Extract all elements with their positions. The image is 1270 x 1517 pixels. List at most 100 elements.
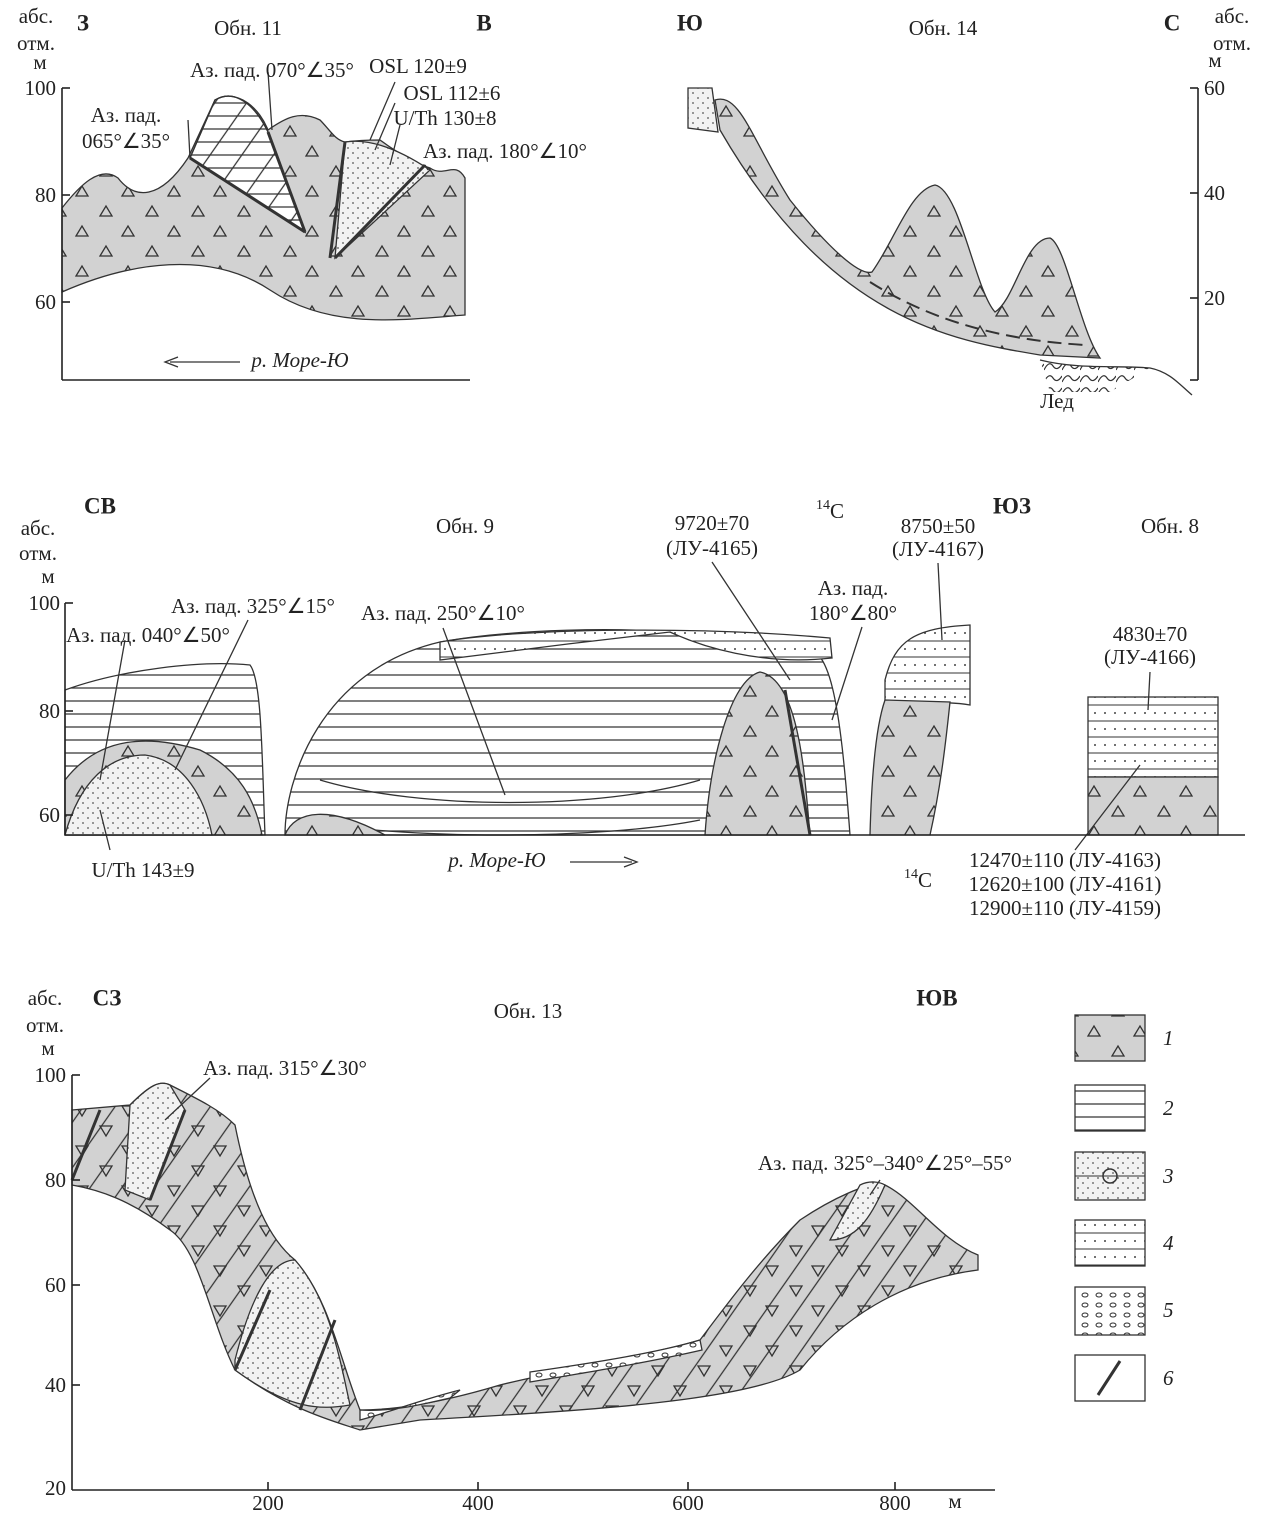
breccia-block: [1088, 777, 1218, 835]
axis-label: м: [41, 564, 54, 588]
isotope-mass: 14: [816, 498, 830, 513]
breccia-body: [715, 99, 1100, 358]
y-tick-label: 60: [39, 803, 60, 827]
annotation: Аз. пад. 325°–340°∠25°–55°: [758, 1151, 1012, 1175]
legend-label: 3: [1162, 1164, 1174, 1188]
river-label: р. Море-Ю: [446, 848, 546, 872]
axis-label: абс.: [1215, 4, 1250, 28]
figure: абс. отм. м 100 80 60 З Обн. 11 В Аз. па…: [0, 0, 1270, 1517]
annotation: Аз. пад. 325°∠15°: [171, 594, 335, 618]
y-tick-label: 80: [35, 183, 56, 207]
x-tick-label: 800: [879, 1491, 911, 1515]
ice: [1040, 360, 1150, 392]
legend-label: 4: [1163, 1231, 1174, 1255]
annotation: Аз. пад.: [91, 103, 161, 127]
date: 12470±110 (ЛУ-4163): [969, 848, 1161, 872]
legend-swatch: [1075, 1015, 1145, 1061]
section-11: абс. отм. м 100 80 60 З Обн. 11 В Аз. па…: [17, 4, 587, 380]
date: 9720±70: [675, 511, 750, 535]
section-14: Ю Обн. 14 С абс. отм. м 60 40 20 Лед: [677, 4, 1251, 413]
direction: З: [77, 10, 89, 35]
date: 8750±50: [901, 514, 976, 538]
annotation: Аз. пад.: [818, 576, 888, 600]
river-label: р. Море-Ю: [249, 348, 349, 372]
isotope-mass: 14: [904, 867, 918, 882]
date: 4830±70: [1113, 622, 1188, 646]
river-arrow: [165, 357, 240, 367]
diagonal-lines: [72, 1083, 978, 1430]
axis-label: м: [41, 1036, 54, 1060]
isotope-element: C: [830, 499, 844, 523]
y-tick-label: 100: [25, 76, 57, 100]
y-tick-label: 60: [1204, 76, 1225, 100]
direction: Ю: [677, 10, 703, 35]
legend-label: 1: [1163, 1026, 1174, 1050]
y-tick-label: 20: [1204, 286, 1225, 310]
isotope: 14C: [904, 867, 932, 892]
annotation: Аз. пад. 315°∠30°: [203, 1056, 367, 1080]
direction: СЗ: [93, 985, 122, 1010]
axis-label: отм.: [26, 1013, 64, 1037]
annotation: Аз. пад. 180°∠10°: [423, 139, 587, 163]
annotation: U/Th 143±9: [91, 858, 194, 882]
direction: С: [1164, 10, 1181, 35]
axis-label: отм.: [19, 541, 57, 565]
y-tick-label: 60: [45, 1273, 66, 1297]
section-title: Обн. 13: [494, 999, 563, 1023]
axis-label: м: [33, 50, 46, 74]
legend: 1 2 3 4 5 6: [1075, 1015, 1174, 1401]
x-unit: м: [948, 1489, 961, 1513]
annotation: Аз. пад. 250°∠10°: [361, 601, 525, 625]
section-9-8: СВ абс. отм. м 100 80 60 Обн. 9 14C ЮЗ О…: [19, 493, 1245, 920]
annotation: OSL 120±9: [369, 54, 467, 78]
direction: ЮЗ: [993, 493, 1031, 518]
date: 12900±110 (ЛУ-4159): [969, 896, 1161, 920]
section-title: Обн. 14: [909, 16, 978, 40]
leader-line: [165, 1078, 880, 1195]
section-title: Обн. 8: [1141, 514, 1199, 538]
x-tick-label: 600: [672, 1491, 704, 1515]
legend-label: 6: [1163, 1366, 1174, 1390]
direction: СВ: [84, 493, 116, 518]
section-13: абс. отм. м СЗ Обн. 13 ЮВ 100 80 60 40 2…: [26, 985, 1012, 1515]
lab-code: (ЛУ-4167): [892, 537, 984, 561]
legend-swatch: [1075, 1220, 1145, 1266]
y-tick-label: 40: [1204, 181, 1225, 205]
x-tick-label: 200: [252, 1491, 284, 1515]
y-tick-label: 60: [35, 290, 56, 314]
date: 12620±100 (ЛУ-4161): [969, 872, 1162, 896]
lab-code: (ЛУ-4166): [1104, 645, 1196, 669]
annotation: Аз. пад. 040°∠50°: [66, 623, 230, 647]
y-tick-label: 100: [35, 1063, 67, 1087]
river-arrow: [570, 857, 637, 867]
ice-label: Лед: [1040, 389, 1074, 413]
isotope-element: C: [918, 868, 932, 892]
breccia-block: [870, 700, 950, 835]
annotation: OSL 112±6: [404, 81, 501, 105]
annotation: 065°∠35°: [82, 129, 170, 153]
legend-label: 2: [1163, 1096, 1174, 1120]
y-tick-label: 100: [29, 591, 61, 615]
section-title: Обн. 9: [436, 514, 494, 538]
axis-label: абс.: [19, 4, 54, 28]
isotope: 14C: [816, 498, 844, 523]
legend-swatch: [1075, 1287, 1145, 1335]
lab-code: (ЛУ-4165): [666, 536, 758, 560]
dotted-strip: [688, 88, 718, 132]
y-tick-label: 80: [39, 699, 60, 723]
y-tick-label: 80: [45, 1168, 66, 1192]
annotation: Аз. пад. 070°∠35°: [190, 58, 354, 82]
direction: ЮВ: [916, 985, 957, 1010]
annotation: U/Th 130±8: [393, 106, 496, 130]
y-tick-label: 20: [45, 1476, 66, 1500]
layered-block: [885, 625, 970, 705]
y-tick-label: 40: [45, 1373, 66, 1397]
legend-label: 5: [1163, 1298, 1174, 1322]
x-tick-label: 400: [462, 1491, 494, 1515]
section-title: Обн. 11: [214, 16, 282, 40]
axis-label: абс.: [28, 986, 63, 1010]
legend-swatch: [1075, 1085, 1145, 1131]
direction: В: [476, 10, 491, 35]
layered-block: [1088, 697, 1218, 777]
annotation: 180°∠80°: [809, 601, 897, 625]
